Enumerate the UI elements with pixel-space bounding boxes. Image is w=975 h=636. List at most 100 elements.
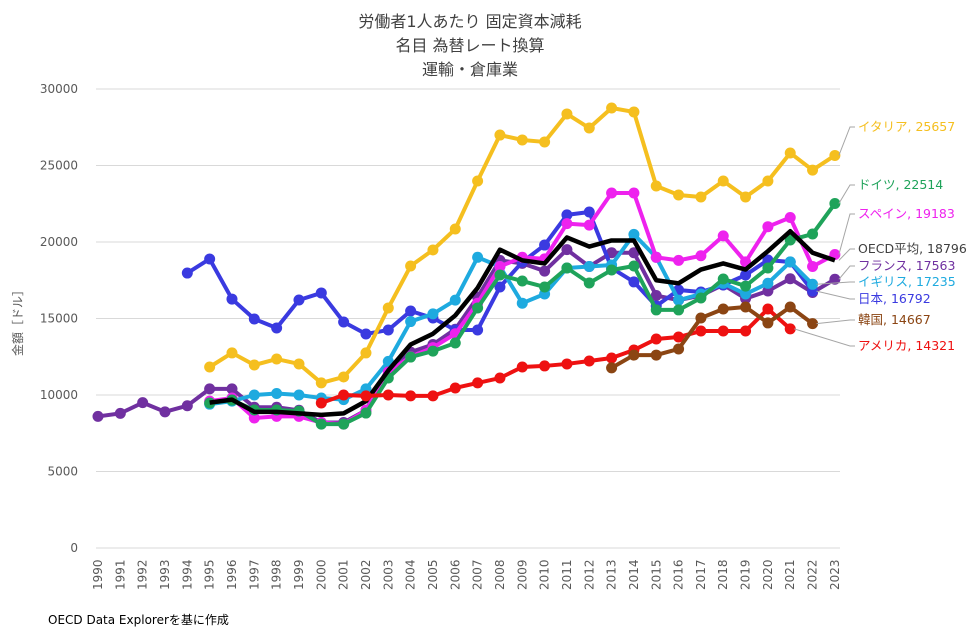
data-point	[561, 358, 573, 370]
x-tick-label: 1999	[292, 559, 306, 590]
data-point	[561, 262, 573, 274]
data-point	[650, 349, 662, 361]
data-point	[650, 180, 662, 192]
x-tick-label: 2023	[828, 559, 842, 590]
data-point	[606, 247, 618, 259]
data-point	[784, 234, 796, 246]
leader-line	[816, 319, 855, 325]
data-point	[315, 377, 327, 389]
leader-line	[816, 290, 855, 300]
leader-line	[838, 126, 855, 156]
data-point	[673, 189, 685, 201]
data-point	[472, 175, 484, 187]
data-point	[315, 397, 327, 409]
data-point	[561, 218, 573, 230]
data-point	[382, 389, 394, 401]
x-tick-label: 2005	[426, 559, 440, 590]
leader-line	[838, 213, 855, 255]
x-tick-label: 2014	[627, 559, 641, 590]
data-point	[829, 198, 841, 210]
y-tick-label: 0	[70, 541, 78, 555]
series-label: フランス, 17563	[858, 258, 955, 273]
data-point	[494, 260, 506, 272]
data-point	[382, 302, 394, 314]
data-point	[673, 254, 685, 266]
data-point	[472, 324, 484, 336]
data-point	[762, 317, 774, 329]
data-point	[740, 301, 752, 313]
data-point	[427, 390, 439, 402]
series-label: イタリア, 25657	[858, 119, 955, 134]
data-point	[740, 325, 752, 337]
data-point	[405, 260, 417, 272]
x-tick-label: 1991	[113, 559, 127, 590]
series-line-ドイツ	[209, 202, 837, 427]
data-point	[405, 351, 417, 363]
data-point	[226, 347, 238, 359]
data-point	[338, 418, 350, 430]
data-point	[762, 303, 774, 315]
y-tick-label: 25000	[40, 159, 78, 173]
data-point	[539, 239, 551, 251]
data-point	[472, 377, 484, 389]
data-point	[494, 129, 506, 141]
data-point	[226, 383, 238, 395]
x-tick-label: 2022	[806, 559, 820, 590]
x-tick-label: 1997	[247, 559, 261, 590]
y-tick-label: 20000	[40, 235, 78, 249]
data-point	[539, 265, 551, 277]
data-point	[449, 223, 461, 235]
x-tick-label: 2008	[493, 559, 507, 590]
x-tick-label: 1995	[203, 559, 217, 590]
x-tick-label: 2007	[471, 559, 485, 590]
data-point	[137, 397, 149, 409]
x-tick-label: 2016	[672, 559, 686, 590]
x-tick-label: 2009	[515, 559, 529, 590]
source-note: OECD Data Explorerを基に作成	[48, 613, 229, 627]
data-point	[405, 305, 417, 317]
x-tick-label: 1993	[158, 559, 172, 590]
data-point	[226, 293, 238, 305]
data-point	[628, 106, 640, 118]
data-point	[360, 390, 372, 402]
data-point	[784, 301, 796, 313]
data-point	[338, 389, 350, 401]
data-point	[807, 228, 819, 240]
data-point	[583, 277, 595, 289]
data-point	[204, 383, 216, 395]
data-point	[762, 277, 774, 289]
data-point	[472, 251, 484, 263]
data-point	[807, 164, 819, 176]
data-point	[695, 312, 707, 324]
data-point	[114, 407, 126, 419]
data-point	[338, 316, 350, 328]
data-point	[360, 347, 372, 359]
data-point	[606, 362, 618, 374]
data-point	[650, 290, 662, 302]
data-point	[494, 281, 506, 293]
data-point	[293, 358, 305, 370]
data-point	[784, 147, 796, 159]
data-point	[449, 382, 461, 394]
data-point	[583, 260, 595, 272]
data-point	[583, 122, 595, 134]
x-tick-label: 2001	[337, 559, 351, 590]
x-tick-label: 2012	[582, 559, 596, 590]
data-point	[673, 304, 685, 316]
data-point	[271, 387, 283, 399]
x-tick-label: 2021	[783, 559, 797, 590]
data-point	[248, 389, 260, 401]
data-point	[539, 281, 551, 293]
data-point	[516, 297, 528, 309]
data-point	[628, 187, 640, 199]
data-point	[92, 410, 104, 422]
series-label: ドイツ, 22514	[858, 177, 943, 192]
x-tick-label: 2000	[314, 559, 328, 590]
chart-title-line: 運輸・倉庫業	[422, 60, 518, 79]
x-tick-label: 2004	[404, 559, 418, 590]
data-point	[516, 134, 528, 146]
data-point	[405, 316, 417, 328]
data-point	[315, 287, 327, 299]
x-tick-label: 2015	[649, 559, 663, 590]
